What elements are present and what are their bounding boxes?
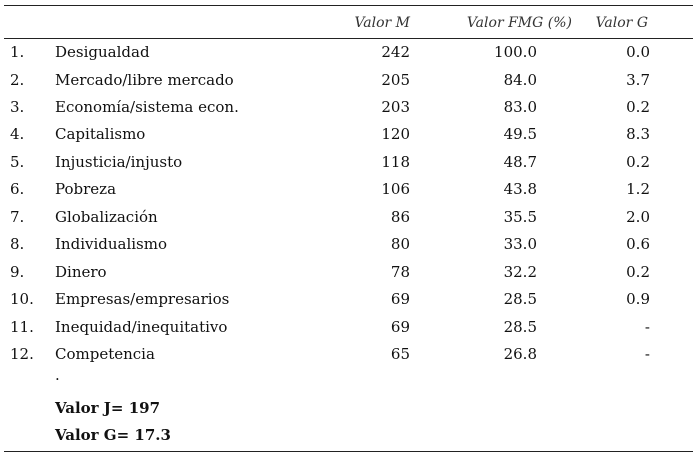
row-valor-m: 118 — [381, 153, 410, 171]
row-valor-g: 0.0 — [626, 43, 650, 61]
row-valor-g: - — [644, 318, 650, 336]
row-valor-m: 69 — [390, 290, 410, 308]
row-valor-fmg: 49.5 — [503, 125, 537, 143]
row-term: Capitalismo — [55, 125, 146, 143]
header-rule — [4, 38, 693, 39]
row-term: Competencia — [55, 345, 155, 363]
row-valor-m: 86 — [390, 208, 410, 226]
row-rank: 4. — [10, 125, 25, 143]
row-valor-g: 3.7 — [626, 71, 650, 89]
row-valor-fmg: 32.2 — [503, 263, 537, 281]
row-term: Globalización — [55, 208, 158, 226]
top-rule — [4, 5, 693, 6]
row-valor-m: 80 — [390, 235, 410, 253]
row-valor-fmg: 83.0 — [503, 98, 537, 116]
row-valor-m: 65 — [390, 345, 410, 363]
row-valor-fmg: 84.0 — [503, 71, 537, 89]
row-rank: 2. — [10, 71, 25, 89]
header-valor-fmg: Valor FMG (%) — [466, 15, 572, 31]
row-rank: 6. — [10, 180, 25, 198]
row-valor-m: 69 — [390, 318, 410, 336]
row-valor-g: 2.0 — [626, 208, 650, 226]
row-valor-g: - — [644, 345, 650, 363]
row-rank: 5. — [10, 153, 25, 171]
ellipsis-dot: . — [55, 366, 60, 384]
row-valor-m: 203 — [381, 98, 410, 116]
row-valor-fmg: 28.5 — [503, 290, 537, 308]
row-term: Mercado/libre mercado — [55, 71, 234, 89]
row-valor-fmg: 35.5 — [503, 208, 537, 226]
row-rank: 12. — [10, 345, 34, 363]
row-valor-g: 0.2 — [626, 153, 650, 171]
row-rank: 8. — [10, 235, 25, 253]
row-valor-g: 0.9 — [626, 290, 650, 308]
row-rank: 11. — [10, 318, 34, 336]
row-term: Economía/sistema econ. — [55, 98, 239, 116]
row-valor-g: 0.6 — [626, 235, 650, 253]
row-valor-m: 120 — [381, 125, 410, 143]
header-valor-g: Valor G — [595, 15, 648, 31]
row-term: Injusticia/injusto — [55, 153, 183, 171]
row-valor-fmg: 33.0 — [503, 235, 537, 253]
row-term: Desigualdad — [55, 43, 150, 61]
summary-valor-j: Valor J= 197 — [55, 399, 161, 417]
row-valor-g: 0.2 — [626, 263, 650, 281]
row-valor-fmg: 48.7 — [503, 153, 537, 171]
row-valor-g: 8.3 — [626, 125, 650, 143]
row-valor-g: 0.2 — [626, 98, 650, 116]
row-valor-fmg: 43.8 — [503, 180, 537, 198]
row-rank: 3. — [10, 98, 25, 116]
row-term: Dinero — [55, 263, 107, 281]
row-valor-m: 242 — [381, 43, 410, 61]
row-valor-fmg: 28.5 — [503, 318, 537, 336]
header-valor-m: Valor M — [354, 15, 410, 31]
row-valor-fmg: 26.8 — [503, 345, 537, 363]
row-rank: 10. — [10, 290, 34, 308]
row-term: Inequidad/inequitativo — [55, 318, 228, 336]
row-rank: 7. — [10, 208, 25, 226]
row-term: Individualismo — [55, 235, 168, 253]
row-term: Empresas/empresarios — [55, 290, 230, 308]
row-valor-m: 106 — [381, 180, 410, 198]
bottom-rule — [4, 451, 693, 452]
row-rank: 1. — [10, 43, 25, 61]
row-rank: 9. — [10, 263, 25, 281]
row-valor-m: 78 — [390, 263, 410, 281]
row-valor-m: 205 — [381, 71, 410, 89]
summary-valor-g: Valor G= 17.3 — [55, 426, 171, 444]
row-term: Pobreza — [55, 180, 117, 198]
row-valor-g: 1.2 — [626, 180, 650, 198]
row-valor-fmg: 100.0 — [494, 43, 537, 61]
